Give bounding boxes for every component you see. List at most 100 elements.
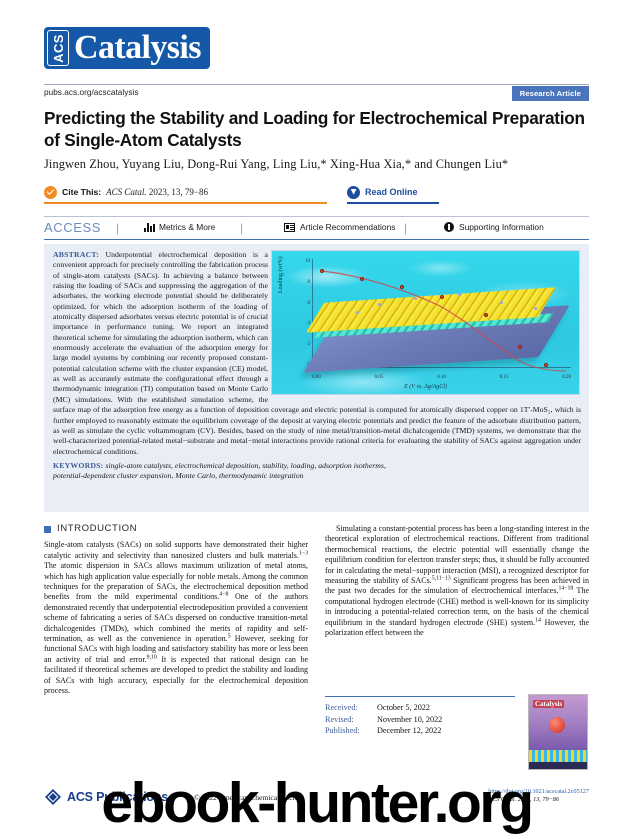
page-footer: ACS Publications © 2022 American Chemica… <box>44 786 589 820</box>
abstract-block: 10 8 6 4 2 0 Loading (wt%) <box>44 244 589 512</box>
toc-ytick: 8 <box>307 279 311 285</box>
toc-data-point <box>484 313 488 317</box>
intro-text-1: Single-atom catalysts (SACs) on solid su… <box>44 540 308 560</box>
intro-right-text-4: However, the polarization effect between… <box>325 617 589 638</box>
article-recommendations-icon <box>284 222 295 232</box>
intro-text-5: It is expected that rational design can … <box>44 654 308 696</box>
citation-ref[interactable]: 14 <box>535 617 541 623</box>
date-key: Revised: <box>325 714 354 724</box>
keywords-line-2: potential-dependent cluster expansion, M… <box>53 471 304 481</box>
cite-journal-abbrev: ACS Catal. <box>106 187 147 197</box>
article-recommendations-label: Article Recommendations <box>300 222 396 232</box>
abstract-figure-spacer <box>268 250 581 400</box>
body-column-right: Simulating a constant-potential process … <box>325 524 589 638</box>
article-recommendations-item[interactable]: Article Recommendations <box>284 222 395 232</box>
supporting-information-item[interactable]: Supporting Information <box>444 222 544 232</box>
toc-xtick: 0.00 <box>312 375 321 380</box>
read-online-label: Read Online <box>365 187 418 197</box>
supporting-information-label: Supporting Information <box>459 222 544 232</box>
body-column-left: INTRODUCTION Single-atom catalysts (SACs… <box>44 523 309 697</box>
date-value: October 5, 2022 <box>377 703 430 712</box>
toc-free-adatom <box>500 301 504 305</box>
date-value: December 12, 2022 <box>377 726 442 736</box>
citation-ref[interactable]: 9,10 <box>146 654 157 661</box>
section-heading-label: INTRODUCTION <box>57 523 138 534</box>
toc-data-point <box>320 269 324 273</box>
toc-data-point <box>518 345 522 349</box>
url-bar: pubs.acs.org/acscatalysis Research Artic… <box>44 84 589 101</box>
date-value: November 10, 2022 <box>377 714 443 724</box>
doi-link[interactable]: https://doi.org/10.1021/acscatal.2c05127 <box>488 788 589 795</box>
toc-x-ticklabels: 0.00 0.05 0.10 0.15 0.20 <box>312 375 571 380</box>
toc-free-adatom <box>378 303 382 307</box>
access-label[interactable]: ACCESS <box>44 220 102 235</box>
toc-ytick: 10 <box>305 259 310 264</box>
toc-loading-curve <box>321 270 567 372</box>
cover-thumbnail-lattice <box>529 750 587 763</box>
access-divider-3: | <box>404 221 408 235</box>
cite-bar: Cite This: ACS Catal. 2023, 13, 79−86 Re… <box>44 182 589 206</box>
keywords-line-1: single-atom catalysts, electrochemical d… <box>103 460 386 470</box>
date-row: Received: October 5, 2022 <box>325 702 515 714</box>
toc-free-adatom <box>458 293 462 297</box>
intro-text-2: The atomic dispersion in SACs allows max… <box>44 561 308 602</box>
journal-url[interactable]: pubs.acs.org/acscatalysis <box>44 88 139 97</box>
toc-x-axis-label: E (V vs. Ag/AgCl) <box>404 384 447 390</box>
citation-ref[interactable]: 5 <box>227 633 231 640</box>
toc-graphic: 10 8 6 4 2 0 Loading (wt%) <box>271 250 580 395</box>
date-row: Published: December 12, 2022 <box>325 725 515 737</box>
paragraph-intro-right: Simulating a constant-potential process … <box>325 524 589 638</box>
toc-data-point <box>360 277 364 281</box>
read-online-block[interactable]: Read Online <box>347 182 439 204</box>
cite-reference: ACS Catal. 2023, 13, 79−86 <box>106 187 208 197</box>
abstract-label: ABSTRACT: <box>53 250 100 259</box>
section-heading-introduction: INTRODUCTION <box>44 523 308 534</box>
cover-thumbnail-orb <box>549 717 565 733</box>
citation-ref[interactable]: 1−3 <box>298 550 308 557</box>
acs-diamond-icon <box>44 788 62 806</box>
intro-text-3: One of the authors demonstrated recently… <box>44 592 308 644</box>
date-key: Published: <box>325 726 360 736</box>
copyright-text: © 2022 American Chemical Society <box>194 793 304 802</box>
keywords-block: KEYWORDS: single-atom catalysts, electro… <box>53 461 581 482</box>
intro-text-4: However, seeking for functional SACs wit… <box>44 634 309 664</box>
toc-xtick: 0.15 <box>499 375 509 380</box>
toc-data-point <box>440 295 444 299</box>
toc-ytick: 6 <box>307 300 311 306</box>
journal-title: Catalysis <box>74 29 201 66</box>
footer-doi-block: https://doi.org/10.1021/acscatal.2c05127… <box>488 788 589 804</box>
cite-this-label: Cite This: <box>62 187 102 197</box>
date-key: Received: <box>325 703 358 712</box>
acs-publications-label: ACS Publications <box>67 790 168 804</box>
citation-ref[interactable]: 4−8 <box>219 591 229 598</box>
access-divider-1: | <box>116 221 120 235</box>
supporting-information-icon <box>444 222 454 232</box>
intro-right-text-2: Significant progress has been achieved i… <box>325 576 590 596</box>
cover-thumbnail-title: Catalysis <box>533 700 565 708</box>
toc-data-point <box>544 363 548 367</box>
read-online-icon <box>347 185 360 199</box>
journal-reference: ACS Catal. 2023, 13, 79−86 <box>488 796 559 803</box>
acs-mark-text: ACS <box>50 33 66 63</box>
cite-this-block[interactable]: Cite This: ACS Catal. 2023, 13, 79−86 <box>44 182 327 204</box>
citation-ref[interactable]: 5,11−13 <box>431 575 451 582</box>
access-bar: ACCESS | | | Metrics & More Article Reco… <box>44 216 589 240</box>
publication-dates: Received: October 5, 2022 Revised: Novem… <box>325 696 515 737</box>
toc-xtick: 0.05 <box>374 375 384 380</box>
journal-logo-box: ACS Catalysis <box>44 27 210 69</box>
page-title: Predicting the Stability and Loading for… <box>44 108 585 150</box>
intro-right-text-1: Simulating a constant-potential process … <box>325 524 589 586</box>
citation-ref[interactable]: 14−18 <box>558 585 574 592</box>
toc-free-adatom <box>414 297 418 301</box>
abstract-text: ABSTRACT: Underpotential electrochemical… <box>53 250 581 482</box>
date-row: Revised: November 10, 2022 <box>325 714 515 726</box>
toc-data-point <box>400 285 404 289</box>
cite-volume-pages: 2023, 13, 79−86 <box>146 187 208 197</box>
toc-xtick: 0.20 <box>562 375 571 380</box>
metrics-and-more-label: Metrics & More <box>159 222 216 232</box>
toc-free-adatom <box>534 307 538 311</box>
acs-publications-logo: ACS Publications <box>44 788 168 806</box>
article-type-badge: Research Article <box>511 86 589 101</box>
metrics-and-more-item[interactable]: Metrics & More <box>144 222 215 232</box>
